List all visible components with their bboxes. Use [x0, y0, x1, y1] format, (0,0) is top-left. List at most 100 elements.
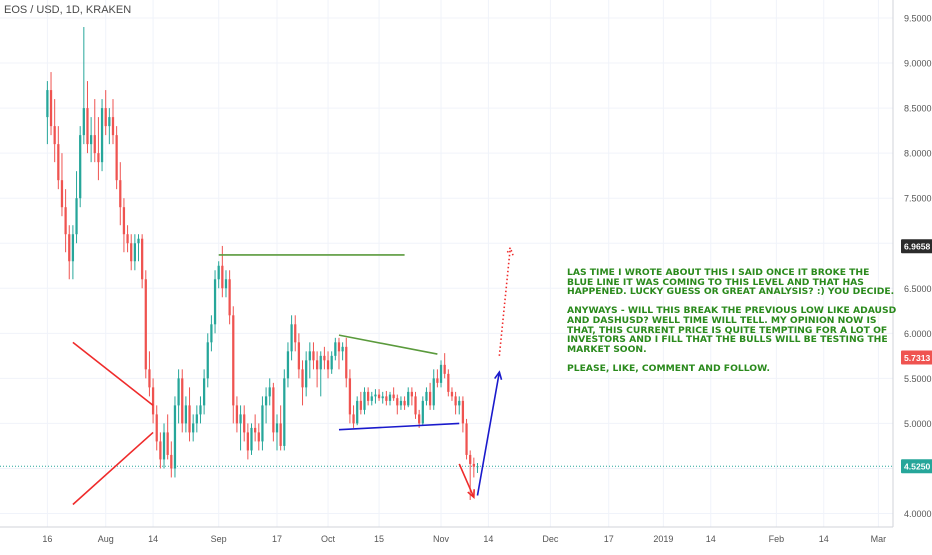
candle-body	[108, 117, 111, 127]
candle-body	[119, 180, 122, 208]
candle-body	[428, 391, 432, 406]
candle-body	[148, 369, 151, 388]
candle-body	[439, 364, 443, 383]
candle-body	[337, 342, 341, 352]
x-tick-label: 16	[42, 534, 52, 544]
candle-body	[294, 324, 297, 343]
candle-body	[151, 387, 155, 415]
price-label-text: 6.9658	[904, 242, 931, 252]
candle-body	[367, 391, 370, 401]
candle-body	[243, 414, 246, 433]
candle-body	[46, 90, 49, 118]
candle-body	[228, 279, 231, 316]
candle-body	[192, 423, 195, 433]
candle-body	[86, 108, 89, 145]
x-tick-label: Sep	[211, 534, 227, 544]
candle-body	[232, 315, 235, 406]
candle-body	[370, 396, 373, 401]
candle-body	[173, 405, 177, 469]
chart-title: EOS / USD, 1D, KRAKEN	[4, 4, 132, 16]
candle-body	[414, 396, 417, 415]
candle-body	[418, 414, 421, 424]
price-label-box	[901, 350, 932, 365]
candle-body	[221, 265, 224, 289]
candle-body	[53, 126, 56, 145]
price-label-text: 4.5250	[904, 461, 931, 471]
x-tick-label: Dec	[542, 534, 559, 544]
price-label-box	[901, 459, 932, 474]
candle-body	[159, 441, 162, 460]
candle-body	[356, 400, 359, 424]
candle-body	[49, 90, 53, 127]
candle-body	[224, 279, 228, 289]
candle-body	[202, 378, 206, 406]
candle-body	[308, 351, 311, 361]
candle-body	[170, 454, 173, 469]
trend-line	[72, 341, 154, 407]
candle-body	[326, 360, 330, 370]
y-tick-label: 6.0000	[904, 329, 932, 339]
x-tick-label: 14	[706, 534, 716, 544]
candle-body	[421, 400, 424, 424]
x-tick-label: Aug	[98, 534, 114, 544]
candle-body	[130, 243, 133, 262]
y-tick-label: 9.5000	[904, 14, 932, 24]
candle-body	[57, 144, 60, 181]
candle-body	[399, 400, 403, 406]
candle-body	[425, 391, 428, 401]
x-tick-label: 17	[272, 534, 282, 544]
candle-body	[312, 351, 315, 361]
candle-body	[71, 234, 75, 262]
candle-body	[385, 396, 388, 401]
y-tick-label: 8.5000	[904, 104, 932, 114]
price-label-box	[901, 239, 932, 254]
y-tick-label: 6.5000	[904, 284, 932, 294]
candle-body	[166, 432, 169, 455]
candle-body	[75, 198, 78, 235]
candle-body	[275, 423, 279, 433]
candle-body	[330, 355, 333, 370]
x-tick-label: 14	[483, 534, 493, 544]
trend-arrow	[476, 371, 501, 496]
y-tick-label: 5.5000	[904, 374, 932, 384]
x-tick-label: 2019	[653, 534, 673, 544]
candle-body	[82, 108, 85, 136]
candle-body	[472, 463, 475, 467]
candle-body	[465, 423, 468, 455]
trend-arrow	[498, 247, 512, 356]
candle-body	[469, 454, 472, 464]
trend-line	[338, 422, 460, 431]
candle-body	[104, 108, 107, 127]
analysis-note: LAS TIME I WROTE ABOUT THIS I SAID ONCE …	[567, 268, 897, 383]
candle-body	[115, 135, 118, 181]
candle-body	[436, 378, 439, 383]
candle-body	[403, 400, 406, 406]
candle-body	[305, 360, 308, 388]
candle-body	[410, 391, 414, 397]
candle-body	[210, 324, 213, 343]
y-tick-label: 5.0000	[904, 419, 932, 429]
candle-body	[100, 108, 104, 163]
candle-body	[458, 400, 461, 406]
candle-body	[141, 238, 144, 280]
candle-body	[126, 234, 129, 244]
candle-body	[363, 391, 366, 410]
analysis-paragraph-3: PLEASE, LIKE, COMMENT AND FOLLOW.	[567, 362, 770, 374]
candle-body	[476, 466, 479, 468]
analysis-paragraph-2: ANYWAYS - WILL THIS BREAK THE PREVIOUS L…	[567, 305, 897, 355]
candle-body	[290, 324, 293, 352]
candle-body	[392, 394, 395, 399]
candle-body	[188, 405, 191, 433]
candle-body	[447, 373, 450, 392]
candle-body	[235, 405, 239, 424]
candle-body	[137, 238, 140, 244]
candle-body	[181, 378, 184, 424]
candle-body	[111, 117, 115, 136]
y-tick-label: 9.0000	[904, 59, 932, 69]
candle-body	[396, 398, 399, 406]
candle-body	[68, 234, 71, 262]
candle-body	[254, 427, 257, 433]
candle-body	[122, 207, 126, 235]
candle-body	[144, 279, 147, 370]
